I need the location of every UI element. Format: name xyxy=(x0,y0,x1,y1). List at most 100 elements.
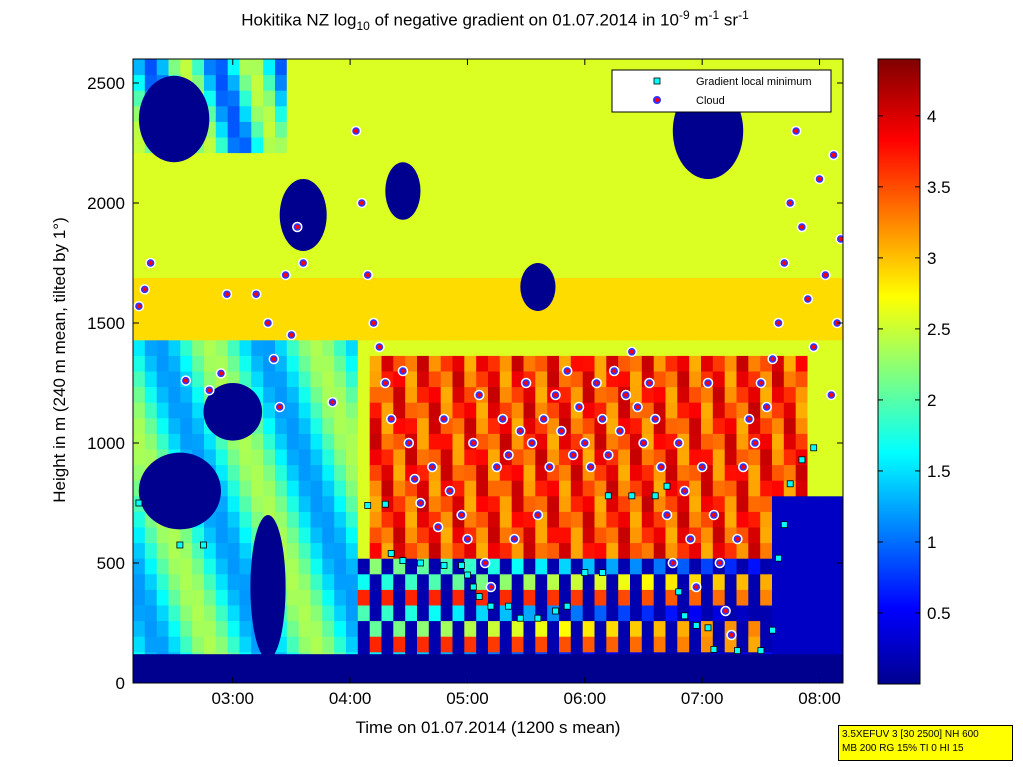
heatmap-cell xyxy=(476,542,489,559)
heatmap-cell xyxy=(724,386,737,403)
heatmap-cell xyxy=(772,386,785,403)
heatmap-cell xyxy=(748,261,761,278)
heatmap-cell xyxy=(772,199,785,216)
heatmap-cell xyxy=(594,183,607,200)
heatmap-cell xyxy=(263,121,276,138)
heatmap-cell xyxy=(641,324,655,341)
heatmap-cell xyxy=(144,386,158,403)
heatmap-cell xyxy=(310,277,323,294)
cloud-marker-core xyxy=(817,177,822,181)
plot-area-frame xyxy=(132,58,844,684)
gradient-minimum-marker xyxy=(469,583,477,591)
heatmap-cell xyxy=(795,636,808,653)
heatmap-cell xyxy=(499,386,513,403)
heatmap-cell xyxy=(133,371,146,388)
heatmap-cell xyxy=(748,386,761,403)
heatmap-cell xyxy=(464,59,477,76)
heatmap-cell xyxy=(298,90,311,107)
heatmap-cell xyxy=(807,183,820,200)
heatmap-cell xyxy=(559,589,572,606)
low-gradient-region xyxy=(138,452,221,530)
heatmap-cell xyxy=(736,605,749,622)
heatmap-cell xyxy=(263,215,276,232)
heatmap-cell xyxy=(511,386,524,403)
heatmap-cell xyxy=(499,589,513,606)
heatmap-cell xyxy=(559,433,572,450)
heatmap-cell xyxy=(488,324,501,341)
heatmap-cell xyxy=(724,433,737,450)
heatmap-cell xyxy=(275,105,288,122)
heatmap-cell xyxy=(204,636,217,653)
heatmap-cell xyxy=(381,152,394,169)
heatmap-cell xyxy=(618,511,631,528)
heatmap-cell xyxy=(263,339,276,356)
heatmap-cell xyxy=(428,589,442,606)
heatmap-cell xyxy=(819,636,832,653)
heatmap-cell xyxy=(819,183,832,200)
heatmap-cell xyxy=(417,74,430,91)
heatmap-cell xyxy=(168,168,181,185)
heatmap-cell xyxy=(701,324,714,341)
heatmap-cell xyxy=(712,386,726,403)
heatmap-cell xyxy=(464,277,477,294)
cloud-marker-core xyxy=(706,381,710,385)
heatmap-cell xyxy=(192,230,205,247)
y-axis-label: Height in m (240 m mean, tilted by 1°) xyxy=(50,217,69,503)
heatmap-cell xyxy=(322,355,335,372)
heatmap-cell xyxy=(357,449,371,466)
heatmap-cell xyxy=(712,527,726,544)
heatmap-cell xyxy=(334,324,347,341)
heatmap-cell xyxy=(334,105,347,122)
heatmap-cell xyxy=(606,230,619,247)
heatmap-cell xyxy=(369,74,382,91)
heatmap-cell xyxy=(547,636,560,653)
heatmap-cell xyxy=(795,277,808,294)
heatmap-cell xyxy=(831,324,843,341)
heatmap-cell xyxy=(819,511,832,528)
heatmap-cell xyxy=(476,215,489,232)
heatmap-cell xyxy=(748,573,761,590)
heatmap-cell xyxy=(760,495,773,512)
heatmap-cell xyxy=(736,183,749,200)
heatmap-cell xyxy=(464,293,477,310)
heatmap-cell xyxy=(310,59,323,76)
heatmap-cell xyxy=(488,386,501,403)
heatmap-cell xyxy=(653,636,666,653)
heatmap-cell xyxy=(760,308,773,325)
heatmap-cell xyxy=(795,417,808,434)
heatmap-cell xyxy=(570,183,584,200)
heatmap-cell xyxy=(215,589,229,606)
heatmap-cell xyxy=(582,168,595,185)
cloud-marker-core xyxy=(535,513,540,517)
cloud-marker-core xyxy=(371,321,376,325)
heatmap-cell xyxy=(263,324,276,341)
cloud-marker-core xyxy=(136,304,141,309)
heatmap-cell xyxy=(488,542,501,559)
heatmap-cell xyxy=(227,74,240,91)
heatmap-cell xyxy=(535,199,548,216)
heatmap-cell xyxy=(251,308,264,325)
heatmap-cell xyxy=(239,183,252,200)
heatmap-cell xyxy=(227,261,240,278)
heatmap-cell xyxy=(405,542,418,559)
gradient-minimum-marker xyxy=(681,612,688,620)
heatmap-cell xyxy=(393,636,406,653)
cloud-marker-core xyxy=(588,465,593,469)
heatmap-cell xyxy=(724,339,737,356)
heatmap-cell xyxy=(346,464,359,481)
heatmap-cell xyxy=(263,137,276,154)
x-tick-label: 03:00 xyxy=(211,689,254,708)
heatmap-cell xyxy=(405,137,418,154)
ground-band xyxy=(133,654,843,683)
heatmap-cell xyxy=(417,511,430,528)
heatmap-cell xyxy=(653,495,666,512)
heatmap-cell xyxy=(440,293,453,310)
heatmap-cell xyxy=(180,417,193,434)
heatmap-cell xyxy=(428,183,442,200)
heatmap-cell xyxy=(369,464,382,481)
heatmap-cell xyxy=(369,152,382,169)
heatmap-cell xyxy=(630,449,643,466)
heatmap-cell xyxy=(606,152,619,169)
heatmap-cell xyxy=(689,589,702,606)
heatmap-cell xyxy=(156,527,169,544)
